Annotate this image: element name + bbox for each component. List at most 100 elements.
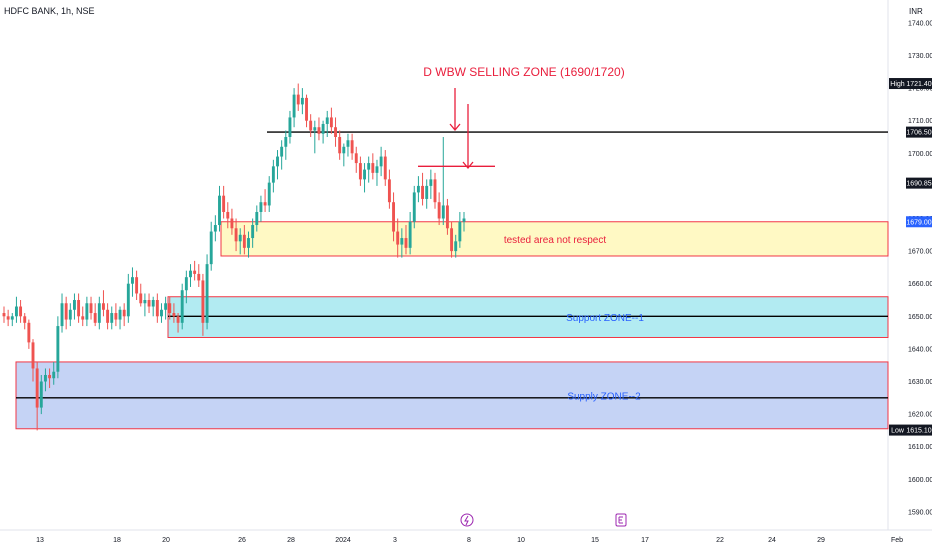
price-label-tag-bg <box>889 424 906 436</box>
dividend-icon-bolt <box>464 515 469 526</box>
candle <box>2 306 6 323</box>
candle-body <box>56 326 60 372</box>
candle <box>193 260 197 281</box>
candle-body <box>97 303 101 323</box>
candle <box>313 120 317 154</box>
zone-yellow <box>220 221 889 257</box>
price-label-tag: High <box>890 81 905 88</box>
candle <box>412 185 416 229</box>
x-tick-label: 17 <box>641 537 649 544</box>
dividend-icon[interactable] <box>460 513 474 527</box>
candle <box>19 300 23 323</box>
candle-body <box>176 316 180 323</box>
candle-body <box>201 280 205 323</box>
candle-body <box>379 156 383 167</box>
price-label-value: 1721.40 <box>906 81 931 88</box>
candle-body <box>64 303 68 320</box>
candle-body <box>35 368 39 408</box>
candle-body <box>371 163 375 173</box>
candle <box>143 293 147 317</box>
candle <box>379 146 383 177</box>
candle <box>450 221 454 258</box>
candle-body <box>271 166 275 183</box>
y-tick-label: 1610.00 <box>908 444 932 451</box>
x-tick-label: 28 <box>287 537 295 544</box>
candle <box>338 130 342 160</box>
candle-body <box>19 306 23 317</box>
candle <box>458 211 462 248</box>
candle <box>135 270 139 300</box>
candle <box>334 117 337 147</box>
candle <box>14 296 18 323</box>
candle <box>85 296 89 327</box>
candle-body <box>267 182 271 206</box>
candle <box>296 83 300 111</box>
candle <box>441 137 445 226</box>
candle-body <box>342 146 346 154</box>
candle <box>126 273 130 323</box>
y-tick-label: 1590.00 <box>908 509 932 516</box>
y-tick-label: 1660.00 <box>908 281 932 288</box>
candle <box>151 296 155 317</box>
candle <box>280 140 284 170</box>
earnings-icon[interactable] <box>615 513 627 527</box>
candle-body <box>197 273 201 281</box>
candle <box>242 225 246 255</box>
candle <box>31 339 35 382</box>
selling-zone-annotation: D WBW SELLING ZONE (1690/1720) <box>423 65 624 79</box>
zone-label-blue: Supply ZONE--2 <box>567 391 641 402</box>
candle-body <box>234 228 238 242</box>
candle <box>27 319 31 349</box>
x-tick-label: 22 <box>716 537 724 544</box>
candle-body <box>122 309 126 317</box>
candle-body <box>147 300 151 307</box>
candle-body <box>396 231 400 245</box>
arrow-head <box>449 123 461 132</box>
candle <box>110 306 114 330</box>
y-tick-label: 1640.00 <box>908 346 932 353</box>
price-label: High 1721.40 <box>889 78 932 90</box>
candle <box>363 163 366 193</box>
zone-cyan <box>167 296 889 338</box>
candle-body <box>43 374 47 382</box>
candle-body <box>23 316 27 323</box>
candle <box>321 120 325 144</box>
candle-body <box>437 202 441 219</box>
price-label-value: 1706.50 <box>906 130 931 137</box>
candle <box>234 218 238 252</box>
x-tick-label: 24 <box>768 537 776 544</box>
zone-label-cyan: Support ZONE--1 <box>566 313 644 324</box>
price-label: 1679.00 <box>906 216 932 228</box>
candle <box>433 172 437 209</box>
candle <box>358 156 362 186</box>
candle <box>89 296 93 320</box>
candle-body <box>160 309 163 317</box>
candle-body <box>2 313 6 317</box>
candle <box>122 303 126 327</box>
candle-body <box>325 117 329 124</box>
candle-body <box>143 300 147 304</box>
candle <box>329 107 333 134</box>
candle-body <box>329 117 333 128</box>
x-tick-label: 15 <box>591 537 599 544</box>
price-label-tag-bg <box>889 78 906 90</box>
candle <box>429 169 433 199</box>
candle-body <box>139 293 143 304</box>
candle <box>10 313 14 327</box>
candle-body <box>404 238 408 248</box>
candle <box>305 94 308 128</box>
y-tick-label: 1620.00 <box>908 412 932 419</box>
candle <box>77 293 81 323</box>
candle-body <box>387 179 391 203</box>
candle-body <box>317 127 321 134</box>
x-tick-label: 3 <box>393 537 397 544</box>
candle <box>309 114 313 137</box>
earnings-icon-letter <box>618 516 623 524</box>
y-tick-label: 1740.00 <box>908 20 932 27</box>
candle-body <box>433 179 437 203</box>
candle <box>263 189 267 212</box>
x-tick-label: 29 <box>817 537 825 544</box>
candle-body <box>93 313 97 323</box>
